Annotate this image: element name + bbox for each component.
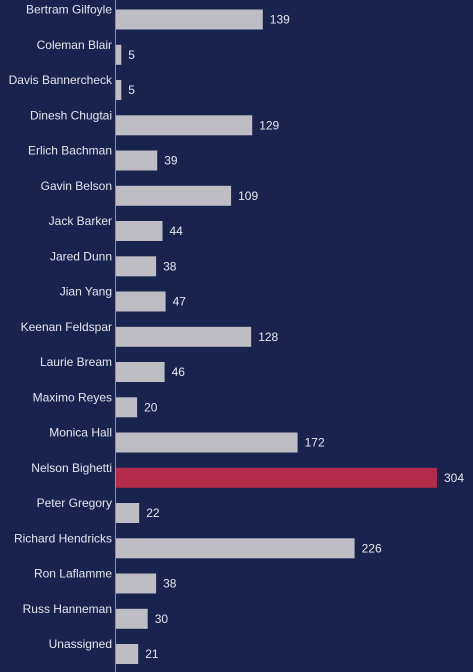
bar — [116, 538, 355, 559]
bar — [116, 9, 263, 30]
bar — [116, 432, 298, 453]
value-label: 38 — [163, 259, 177, 273]
bar — [116, 573, 157, 594]
bar — [116, 80, 122, 100]
value-label: 46 — [172, 365, 186, 379]
bar — [116, 326, 252, 347]
value-label: 39 — [164, 154, 178, 168]
value-label: 109 — [238, 189, 258, 203]
value-label: 5 — [128, 83, 135, 97]
category-label: Erlich Bachman — [28, 144, 112, 158]
bar — [116, 467, 437, 488]
category-label: Dinesh Chugtai — [30, 108, 112, 122]
category-label: Jack Barker — [49, 214, 112, 228]
bar — [116, 256, 157, 277]
category-label: Monica Hall — [49, 426, 112, 440]
category-label: Laurie Bream — [40, 355, 112, 369]
category-label: Nelson Bighetti — [31, 461, 112, 475]
category-label: Richard Hendricks — [14, 531, 112, 545]
bar — [116, 291, 166, 312]
category-label: Russ Hanneman — [23, 602, 112, 616]
category-label: Maximo Reyes — [33, 390, 112, 404]
value-label: 22 — [146, 506, 160, 520]
bar — [116, 644, 139, 664]
category-labels-group: Bertram Gilfoyle Coleman Blair Davis Banne… — [9, 3, 113, 652]
category-label: Coleman Blair — [37, 38, 112, 52]
value-label: 129 — [259, 118, 279, 132]
value-label: 30 — [155, 612, 169, 626]
value-label: 128 — [258, 330, 278, 344]
bar — [116, 362, 165, 382]
value-label: 20 — [144, 400, 158, 414]
category-label: Unassigned — [49, 637, 112, 651]
bar — [116, 503, 140, 523]
category-label: Davis Bannercheck — [9, 73, 113, 87]
value-label: 38 — [163, 577, 177, 591]
value-label: 44 — [170, 224, 184, 238]
value-label: 172 — [305, 436, 325, 450]
category-label: Bertram Gilfoyle — [26, 3, 112, 17]
bar — [116, 221, 163, 241]
category-label: Ron Laflamme — [34, 567, 112, 581]
value-label: 304 — [444, 471, 464, 485]
bar — [116, 150, 158, 171]
value-label: 5 — [128, 48, 135, 62]
bar — [116, 44, 122, 65]
bar — [116, 397, 138, 418]
category-label: Jared Dunn — [50, 249, 112, 263]
category-label: Gavin Belson — [41, 179, 112, 193]
value-label: 139 — [270, 13, 290, 27]
bar — [116, 115, 253, 136]
bar — [116, 608, 148, 629]
category-label: Keenan Feldspar — [21, 320, 112, 334]
category-label: Jian Yang — [60, 285, 112, 299]
value-label: 226 — [362, 541, 382, 555]
value-label: 47 — [173, 295, 187, 309]
value-label: 21 — [145, 647, 159, 661]
value-labels-group: 139 5 5 129 39 109 44 38 47 128 46 20 172 304 22 226 38 3… — [128, 13, 464, 662]
bar — [116, 185, 232, 206]
category-label: Peter Gregory — [37, 496, 112, 510]
bars-group — [116, 9, 437, 664]
